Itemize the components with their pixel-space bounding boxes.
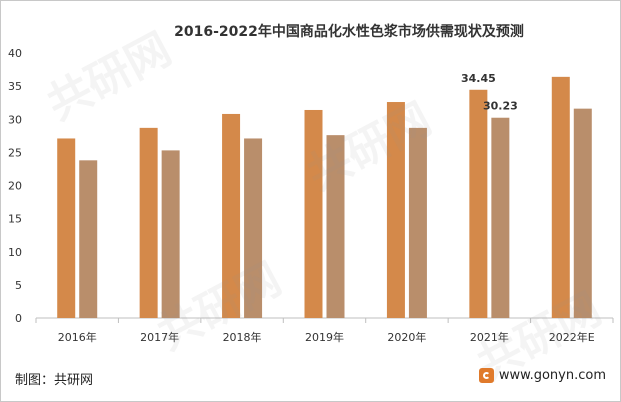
bar-series-2: [326, 135, 345, 318]
y-tick-label: 40: [8, 47, 22, 60]
y-tick-label: 0: [15, 312, 22, 325]
x-tick-label: 2022年E: [549, 330, 595, 344]
x-tick-label: 2017年: [140, 330, 179, 344]
data-label: 30.23: [483, 100, 518, 113]
y-tick-label: 15: [8, 213, 22, 226]
y-tick-label: 25: [8, 146, 22, 159]
y-tick-label: 35: [8, 80, 22, 93]
y-tick-label: 5: [15, 279, 22, 292]
website-credit: www.gonyn.com: [478, 368, 606, 383]
bar-series-1: [222, 113, 241, 318]
x-tick-label: 2016年: [58, 330, 97, 344]
bar-series-1: [57, 138, 76, 318]
bar-series-2: [573, 108, 592, 319]
bar-series-2: [79, 160, 98, 318]
x-tick-label: 2018年: [223, 330, 262, 344]
bar-series-1: [551, 76, 570, 318]
bar-series-1: [386, 102, 405, 319]
bar-series-2: [491, 117, 510, 318]
chart-title: 2016-2022年中国商品化水性色浆市场供需现状及预测: [174, 23, 524, 40]
bar-series-2: [244, 138, 263, 318]
x-tick-label: 2020年: [387, 330, 426, 344]
source-credit: 制图：共研网: [15, 373, 94, 388]
x-tick-label: 2021年: [470, 330, 509, 344]
bar-series-2: [161, 150, 180, 318]
website-link[interactable]: www.gonyn.com: [498, 368, 606, 383]
data-label: 34.45: [461, 72, 496, 85]
gonyn-logo-icon: [478, 368, 494, 383]
bar-series-1: [304, 109, 323, 318]
y-tick-label: 20: [8, 180, 22, 193]
bar-series-2: [408, 127, 427, 318]
y-tick-label: 10: [8, 246, 22, 259]
bar-series-1: [469, 89, 488, 318]
x-tick-label: 2019年: [305, 330, 344, 344]
y-tick-label: 30: [8, 113, 22, 126]
bar-series-1: [139, 127, 158, 318]
